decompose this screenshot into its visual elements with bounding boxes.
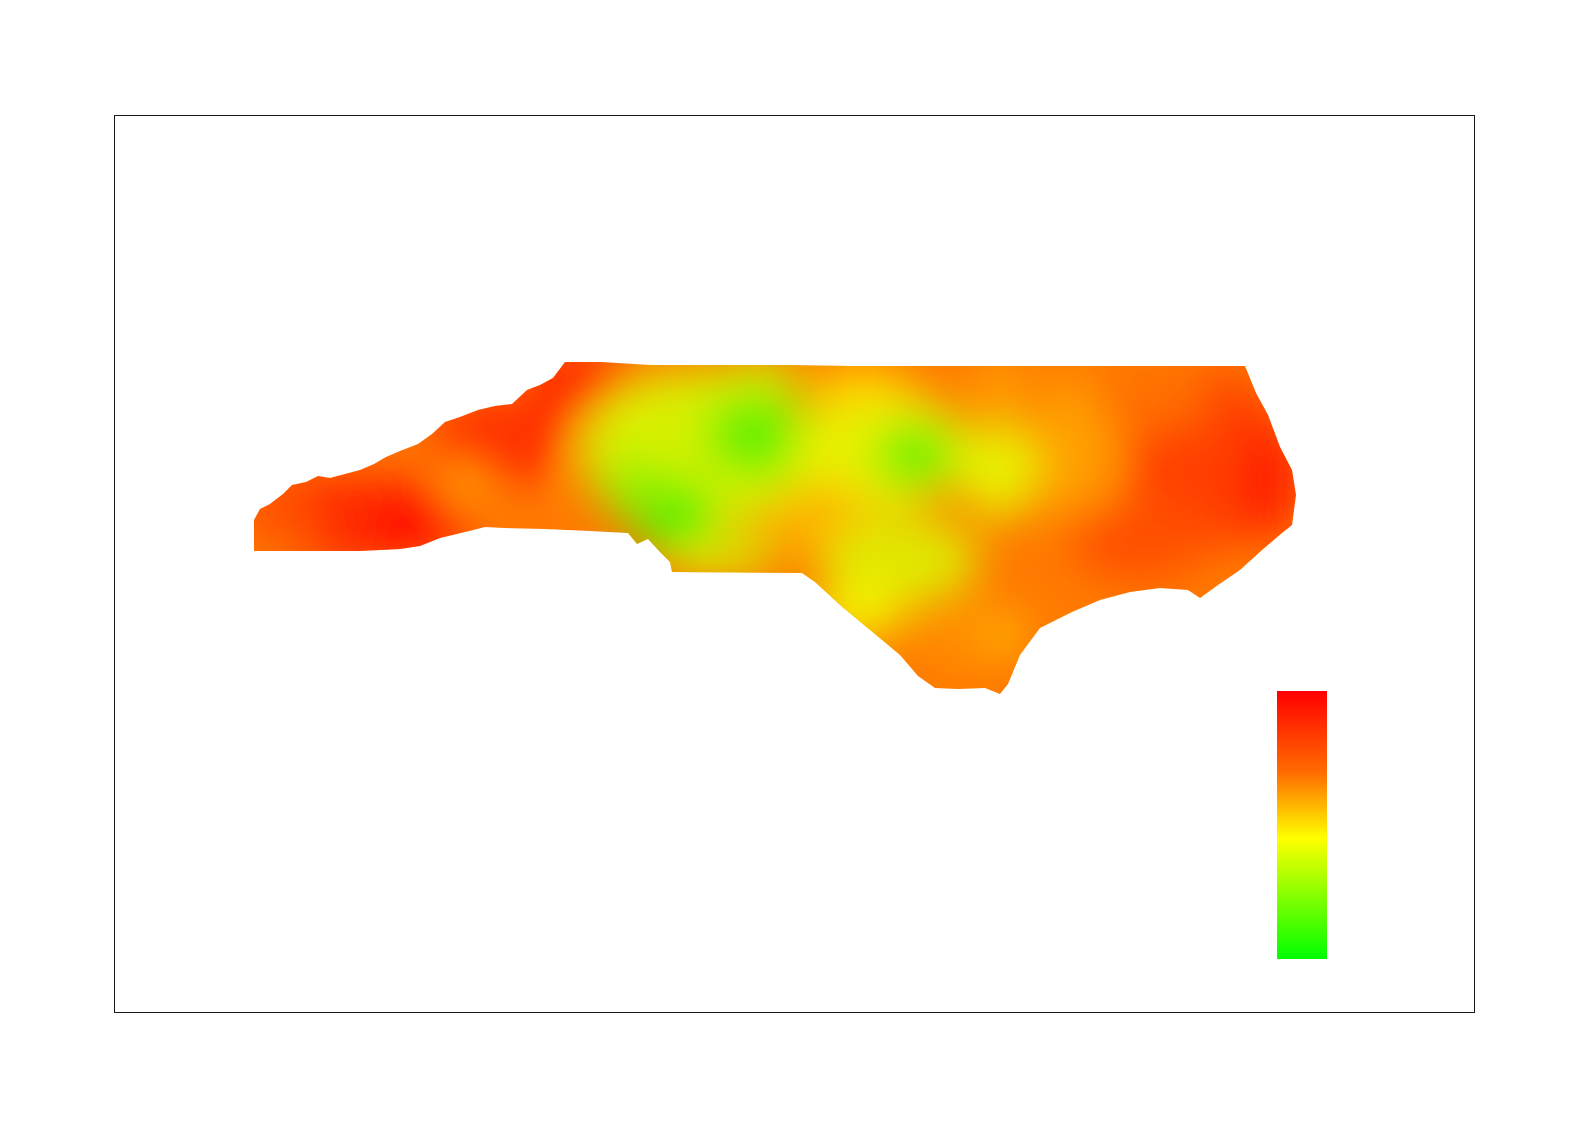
legend-color-bar — [1277, 691, 1327, 959]
map-frame — [114, 115, 1475, 1013]
state-shape — [254, 362, 1296, 694]
